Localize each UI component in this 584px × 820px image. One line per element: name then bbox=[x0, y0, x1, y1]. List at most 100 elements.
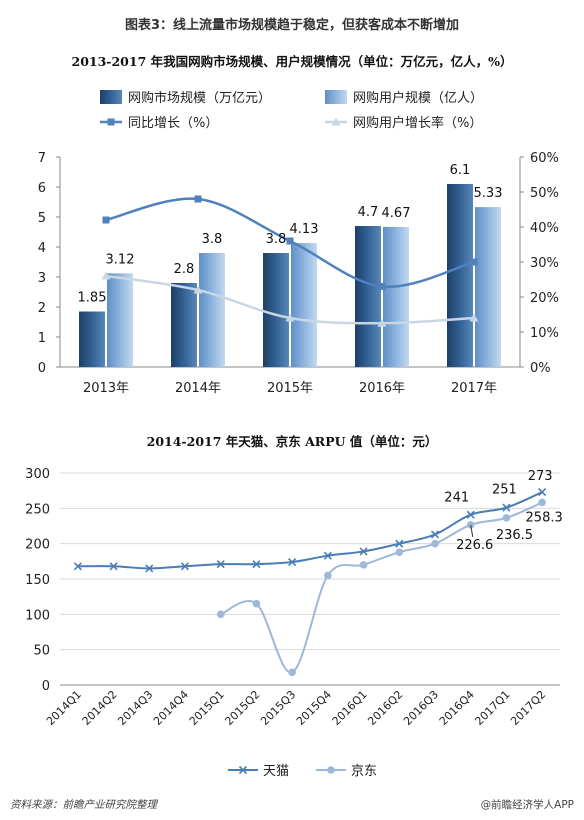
bar-user-size bbox=[107, 273, 133, 367]
data-label: 5.33 bbox=[474, 186, 503, 201]
user-growth-point bbox=[285, 313, 295, 322]
tmall-point bbox=[216, 560, 225, 569]
jd-point bbox=[252, 599, 261, 608]
tmall-line bbox=[77, 491, 543, 570]
chart1-axes: 0 1 2 3 4 5 6 7 0% 10% 20% 30% 40% 50% 60% 2013年 2014年 20… bbox=[38, 151, 559, 396]
data-label: 3.12 bbox=[106, 252, 135, 267]
yoy-growth-point bbox=[470, 258, 478, 266]
right-tick-label: 0% bbox=[530, 361, 551, 376]
tmall-point bbox=[502, 503, 511, 512]
tmall-point bbox=[252, 560, 261, 569]
x-tick-label: 2015Q2 bbox=[222, 688, 262, 728]
left-tick-label: 3 bbox=[38, 271, 46, 286]
tmall-point bbox=[73, 562, 82, 571]
tmall-point bbox=[109, 562, 118, 571]
legend-label: 网购用户增长率（%） bbox=[353, 115, 482, 131]
right-tick-label: 50% bbox=[530, 186, 559, 201]
tmall-point bbox=[466, 510, 475, 519]
yoy-growth-point bbox=[102, 216, 110, 224]
right-tick-label: 20% bbox=[530, 291, 559, 306]
x-tick-label: 2014Q2 bbox=[80, 688, 120, 728]
bar-market-size bbox=[447, 184, 473, 367]
tmall-point bbox=[359, 547, 368, 556]
user-growth-point bbox=[377, 318, 387, 327]
brand-credit: @前瞻经济学人APP bbox=[480, 799, 574, 811]
x-tick-label: 2017年 bbox=[451, 381, 497, 396]
tmall-point bbox=[430, 530, 440, 539]
y-tick-label: 250 bbox=[25, 502, 50, 517]
jd-point bbox=[431, 539, 439, 548]
right-tick-label: 60% bbox=[530, 151, 559, 166]
annotation-label: 251 bbox=[492, 483, 517, 498]
legend-marker bbox=[327, 766, 335, 774]
x-tick-label: 2014年 bbox=[175, 381, 221, 396]
yoy-growth-point bbox=[378, 283, 386, 290]
chart2-gridlines bbox=[60, 472, 560, 651]
x-tick-label: 2013年 bbox=[83, 381, 129, 396]
data-label: 1.85 bbox=[78, 291, 107, 306]
jd-point bbox=[216, 610, 225, 619]
y-tick-label: 300 bbox=[25, 467, 50, 482]
left-tick-label: 0 bbox=[38, 361, 46, 376]
user-growth-point bbox=[469, 313, 479, 322]
tmall-point bbox=[395, 539, 404, 548]
jd-point bbox=[538, 498, 546, 507]
legend-marker bbox=[107, 118, 115, 126]
left-tick-label: 1 bbox=[38, 331, 46, 346]
left-tick-label: 7 bbox=[38, 151, 46, 166]
data-label: 2.8 bbox=[174, 262, 195, 277]
page-title: 图表3：线上流量市场规模趋于稳定，但获客成本不断增加 bbox=[124, 18, 460, 33]
chart2-title: 2014-2017 年天猫、京东 ARPU 值（单位：元） bbox=[147, 434, 438, 449]
y-tick-label: 150 bbox=[25, 573, 50, 588]
annotation-label: 273 bbox=[528, 469, 553, 484]
y-tick-label: 0 bbox=[42, 679, 50, 694]
legend-label: 网购用户规模（亿人） bbox=[353, 90, 483, 106]
chart2-lines bbox=[73, 488, 547, 677]
bar-market-size bbox=[263, 253, 289, 367]
left-tick-label: 5 bbox=[38, 211, 46, 226]
right-tick-label: 10% bbox=[530, 326, 559, 341]
user-growth-point bbox=[193, 285, 203, 294]
bar-market-size bbox=[171, 283, 197, 367]
data-label: 4.7 bbox=[358, 205, 379, 220]
x-tick-label: 2016Q3 bbox=[401, 688, 441, 728]
x-tick-label: 2015Q1 bbox=[187, 688, 227, 728]
x-tick-label: 2014Q4 bbox=[151, 688, 191, 728]
bar-user-size bbox=[199, 253, 225, 367]
bar-market-size bbox=[355, 226, 381, 367]
yoy-growth-point bbox=[194, 195, 202, 203]
x-tick-label: 2015Q3 bbox=[258, 688, 298, 728]
jd-point bbox=[466, 521, 475, 529]
legend-label: 天猫 bbox=[263, 764, 289, 779]
left-tick-label: 6 bbox=[38, 181, 46, 196]
tmall-point bbox=[323, 551, 332, 560]
data-label: 4.67 bbox=[382, 206, 411, 221]
user-growth-point bbox=[101, 271, 111, 280]
jd-point bbox=[395, 548, 404, 556]
left-tick-label: 2 bbox=[38, 301, 46, 316]
bar-user-size bbox=[383, 226, 409, 367]
y-tick-label: 200 bbox=[25, 538, 50, 553]
legend-swatch-bar bbox=[325, 90, 347, 104]
jd-line bbox=[220, 501, 543, 674]
bar-user-size bbox=[291, 243, 317, 367]
annotation-label: 258.3 bbox=[526, 510, 563, 525]
x-tick-label: 2017Q1 bbox=[472, 688, 512, 728]
x-tick-label: 2016年 bbox=[359, 381, 405, 396]
tmall-point bbox=[538, 488, 547, 497]
jd-point bbox=[502, 514, 511, 522]
source-note: 资料来源：前瞻产业研究院整理 bbox=[10, 799, 157, 811]
data-label: 3.8 bbox=[266, 232, 287, 247]
x-tick-label: 2015年 bbox=[267, 381, 313, 396]
jd-point bbox=[288, 668, 296, 677]
yoy-growth-point bbox=[286, 237, 294, 245]
x-tick-label: 2016Q2 bbox=[365, 688, 405, 728]
data-label: 4.13 bbox=[290, 222, 319, 237]
legend-marker bbox=[238, 765, 248, 775]
x-tick-label: 2016Q4 bbox=[437, 688, 477, 728]
chart2-legend: 天猫 京东 bbox=[228, 764, 377, 779]
tmall-point bbox=[180, 562, 190, 571]
market-user-scale-chart: 2013-2017 年我国网购市场规模、用户规模情况（单位：万亿元，亿人，%） … bbox=[38, 54, 559, 396]
